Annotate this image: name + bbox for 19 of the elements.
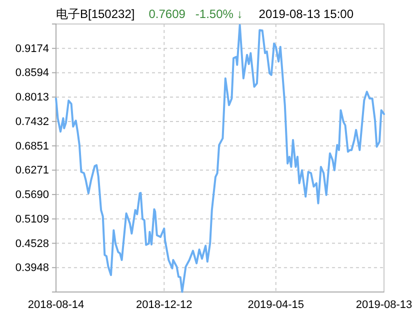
- text: -1.50% ↓: [195, 7, 243, 21]
- y-tick-label: 0.5109: [15, 213, 49, 226]
- line-series: [55, 24, 385, 293]
- text: 2019-08-13 15:00: [258, 7, 354, 21]
- text: 0.7609: [148, 7, 186, 21]
- y-tick-label: 0.4528: [15, 238, 49, 250]
- y-tick-label: 0.6851: [15, 140, 49, 152]
- x-tick-label: 2019-04-15: [248, 298, 304, 311]
- y-tick-label: 0.8013: [15, 92, 49, 104]
- y-tick-label: 0.6271: [15, 164, 49, 177]
- y-tick-label: 0.7432: [15, 116, 49, 128]
- y-tick-label: 0.3948: [15, 262, 49, 274]
- x-tick-label: 2018-12-12: [136, 298, 192, 311]
- chart-title: 电子B[150232]: [56, 7, 135, 21]
- x-tick-label: 2018-08-14: [28, 298, 84, 311]
- y-tick-label: 0.5690: [15, 189, 49, 202]
- y-tick-label: 0.9174: [15, 42, 49, 55]
- y-tick-label: 0.8594: [15, 67, 49, 80]
- x-tick-label: 2019-08-13: [356, 298, 412, 311]
